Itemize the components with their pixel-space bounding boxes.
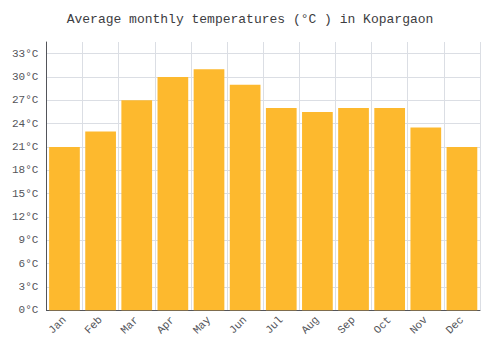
svg-text:27°C: 27°C bbox=[12, 94, 39, 106]
svg-text:24°C: 24°C bbox=[12, 118, 39, 130]
svg-text:Dec: Dec bbox=[444, 314, 466, 336]
svg-text:May: May bbox=[191, 314, 214, 337]
svg-text:Apr: Apr bbox=[155, 314, 177, 336]
svg-text:Nov: Nov bbox=[408, 314, 431, 337]
svg-text:Aug: Aug bbox=[299, 314, 321, 336]
svg-text:Jul: Jul bbox=[263, 314, 285, 336]
svg-text:Oct: Oct bbox=[371, 314, 393, 336]
svg-text:3°C: 3°C bbox=[19, 281, 39, 293]
svg-text:6°C: 6°C bbox=[19, 258, 39, 270]
svg-text:0°C: 0°C bbox=[19, 304, 39, 316]
svg-text:Average monthly temperatures (: Average monthly temperatures (°C ) in Ko… bbox=[67, 12, 434, 27]
svg-text:Mar: Mar bbox=[119, 314, 141, 336]
svg-text:12°C: 12°C bbox=[12, 211, 39, 223]
svg-text:15°C: 15°C bbox=[12, 188, 39, 200]
svg-text:21°C: 21°C bbox=[12, 141, 39, 153]
svg-text:Sep: Sep bbox=[335, 314, 357, 336]
svg-text:Feb: Feb bbox=[82, 314, 104, 336]
svg-text:Jun: Jun bbox=[227, 314, 249, 336]
svg-text:18°C: 18°C bbox=[12, 164, 39, 176]
svg-text:9°C: 9°C bbox=[19, 234, 39, 246]
svg-text:33°C: 33°C bbox=[12, 48, 39, 60]
svg-text:30°C: 30°C bbox=[12, 71, 39, 83]
svg-text:Jan: Jan bbox=[46, 314, 68, 336]
